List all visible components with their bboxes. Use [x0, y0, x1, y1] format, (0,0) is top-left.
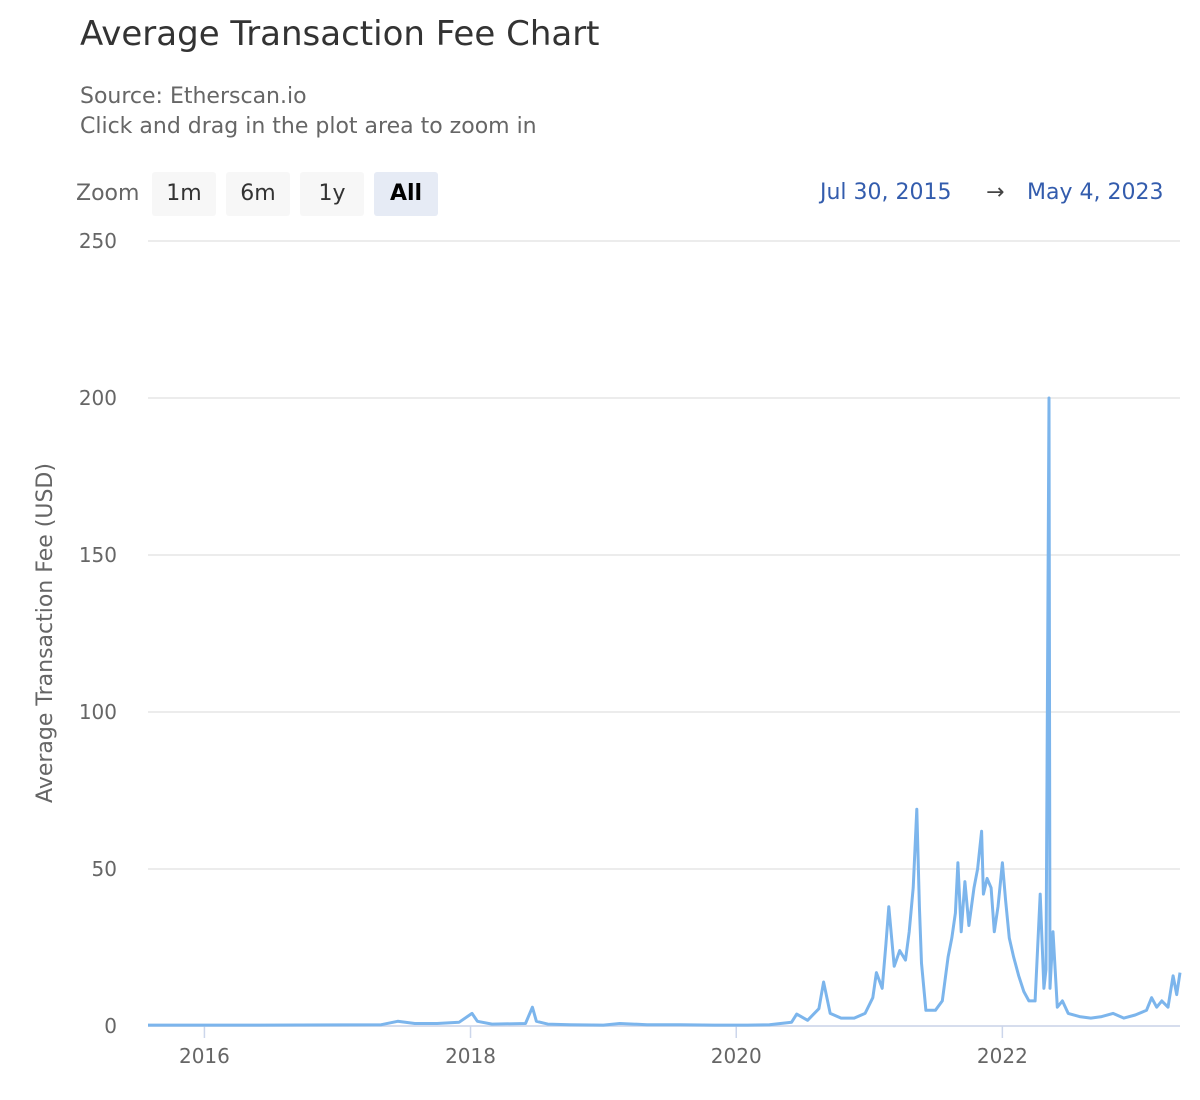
zoom-6m-button[interactable]: 6m	[226, 172, 290, 216]
y-axis-ticks: 0 50 100 150 200 250	[79, 229, 117, 1038]
y-tick-label: 250	[79, 229, 117, 253]
y-tick-label: 50	[92, 857, 117, 881]
x-tick-label: 2022	[977, 1044, 1028, 1068]
y-tick-label: 200	[79, 386, 117, 410]
zoom-1m-button[interactable]: 1m	[152, 172, 216, 216]
x-axis: 2016 2018 2020 2022	[148, 1025, 1180, 1068]
x-tick-label: 2016	[179, 1044, 230, 1068]
zoom-all-button[interactable]: All	[374, 172, 438, 216]
chart-title: Average Transaction Fee Chart	[80, 14, 600, 54]
x-tick-label: 2018	[445, 1044, 496, 1068]
range-arrow: →	[986, 180, 1005, 205]
y-axis-label: Average Transaction Fee (USD)	[33, 463, 58, 803]
series-line-group	[148, 396, 1182, 1027]
zoom-label: Zoom	[76, 181, 140, 206]
range-to-input[interactable]: May 4, 2023	[1027, 180, 1164, 205]
y-tick-label: 100	[79, 700, 117, 724]
series-line-0	[148, 396, 1182, 1027]
chart-subtitle: Source: Etherscan.io Click and drag in t…	[80, 82, 537, 142]
y-tick-label: 0	[104, 1014, 117, 1038]
grid-lines	[148, 240, 1180, 1027]
y-tick-label: 150	[79, 543, 117, 567]
range-from-input[interactable]: Jul 30, 2015	[820, 180, 952, 205]
zoom-1y-button[interactable]: 1y	[300, 172, 364, 216]
source-line: Source: Etherscan.io	[80, 84, 307, 109]
zoom-hint: Click and drag in the plot area to zoom …	[80, 114, 537, 139]
x-tick-label: 2020	[711, 1044, 762, 1068]
